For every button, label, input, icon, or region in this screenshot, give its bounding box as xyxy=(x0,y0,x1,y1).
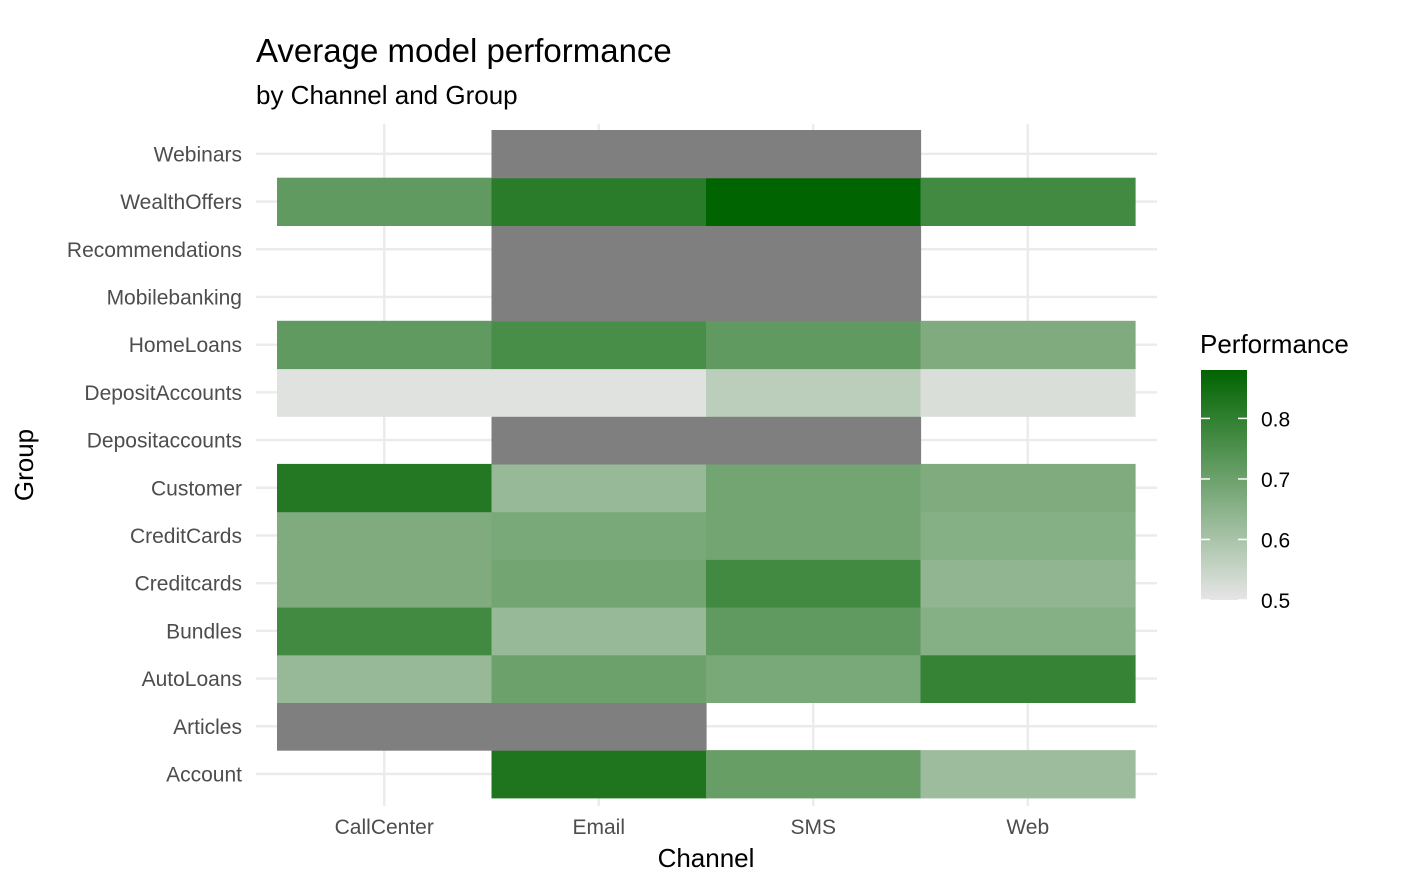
legend-colorbar xyxy=(1201,370,1247,600)
heatmap-tile xyxy=(491,368,707,417)
x-tick-label: CallCenter xyxy=(335,816,434,839)
heatmap-tiles xyxy=(277,130,1136,799)
heatmap-tile xyxy=(491,225,707,274)
heatmap-tile xyxy=(491,416,707,465)
heatmap-tile xyxy=(491,559,707,608)
heatmap-tile xyxy=(706,463,922,513)
heatmap-tile xyxy=(706,559,922,608)
heatmap-tile xyxy=(277,177,493,226)
chart-subtitle: by Channel and Group xyxy=(256,80,518,110)
heatmap-tile xyxy=(920,750,1136,799)
y-tick-label: Recommendations xyxy=(67,239,242,262)
legend-title: Performance xyxy=(1200,329,1349,359)
heatmap-tile xyxy=(277,607,493,656)
heatmap-tile xyxy=(277,702,493,751)
heatmap-tile xyxy=(491,273,707,322)
heatmap-tile xyxy=(491,130,707,179)
y-tick-label: Articles xyxy=(173,716,242,739)
heatmap-tile xyxy=(491,607,707,656)
legend-tick-label: 0.7 xyxy=(1261,469,1290,492)
y-tick-label: Mobilebanking xyxy=(107,286,242,309)
y-tick-label: AutoLoans xyxy=(142,668,242,691)
heatmap-tile xyxy=(706,416,922,465)
legend-tick-label: 0.6 xyxy=(1261,529,1290,552)
x-tick-label: SMS xyxy=(790,816,836,839)
heatmap-tile xyxy=(277,463,493,513)
heatmap-tile xyxy=(277,559,493,608)
heatmap-tile xyxy=(491,511,707,560)
heatmap-tile xyxy=(491,750,707,799)
y-tick-label: Creditcards xyxy=(135,573,242,596)
heatmap-tile xyxy=(491,177,707,226)
y-tick-label: Webinars xyxy=(154,143,242,166)
heatmap-tile xyxy=(277,320,493,370)
heatmap-tile xyxy=(706,225,922,274)
heatmap-tile xyxy=(277,368,493,417)
x-tick-label: Email xyxy=(572,816,625,839)
x-tick-label: Web xyxy=(1006,816,1049,839)
y-tick-label: Bundles xyxy=(166,620,242,643)
heatmap-tile xyxy=(920,559,1136,608)
heatmap-tile xyxy=(706,511,922,560)
heatmap-tile xyxy=(491,654,707,703)
y-tick-label: DepositAccounts xyxy=(84,382,242,405)
y-tick-label: WealthOffers xyxy=(120,191,242,214)
heatmap-tile xyxy=(920,511,1136,560)
heatmap-tile xyxy=(706,654,922,703)
heatmap-tile xyxy=(491,463,707,513)
heatmap-tile xyxy=(706,750,922,799)
legend-tick-label: 0.8 xyxy=(1261,408,1290,431)
chart-title: Average model performance xyxy=(256,32,672,69)
heatmap-tile xyxy=(920,177,1136,226)
heatmap-tile xyxy=(277,654,493,703)
heatmap-tile xyxy=(706,177,922,226)
y-tick-label: CreditCards xyxy=(130,525,242,548)
heatmap-tile xyxy=(491,702,707,751)
y-tick-label: HomeLoans xyxy=(129,334,242,357)
heatmap-tile xyxy=(706,607,922,656)
legend-ticks: 0.5 0.6 0.7 0.8 xyxy=(1201,408,1290,613)
y-axis-title: Group xyxy=(9,429,39,501)
heatmap-tile xyxy=(706,130,922,179)
y-tick-label: Depositaccounts xyxy=(87,430,242,453)
heatmap-tile xyxy=(491,320,707,370)
x-axis-title: Channel xyxy=(658,843,755,873)
y-axis-ticks: Account Articles AutoLoans Bundles Creditcar… xyxy=(67,143,242,786)
heatmap-tile xyxy=(920,654,1136,703)
y-tick-label: Customer xyxy=(151,477,242,500)
legend-tick-label: 0.5 xyxy=(1261,590,1290,613)
heatmap-tile xyxy=(277,511,493,560)
heatmap-tile xyxy=(920,463,1136,513)
y-tick-label: Account xyxy=(166,763,242,786)
heatmap-tile xyxy=(706,273,922,322)
heatmap-tile xyxy=(920,368,1136,417)
x-axis-ticks: CallCenter Email SMS Web xyxy=(335,816,1050,839)
heatmap-tile xyxy=(920,607,1136,656)
heatmap-tile xyxy=(706,320,922,370)
heatmap-tile xyxy=(920,320,1136,370)
heatmap-tile xyxy=(706,368,922,417)
